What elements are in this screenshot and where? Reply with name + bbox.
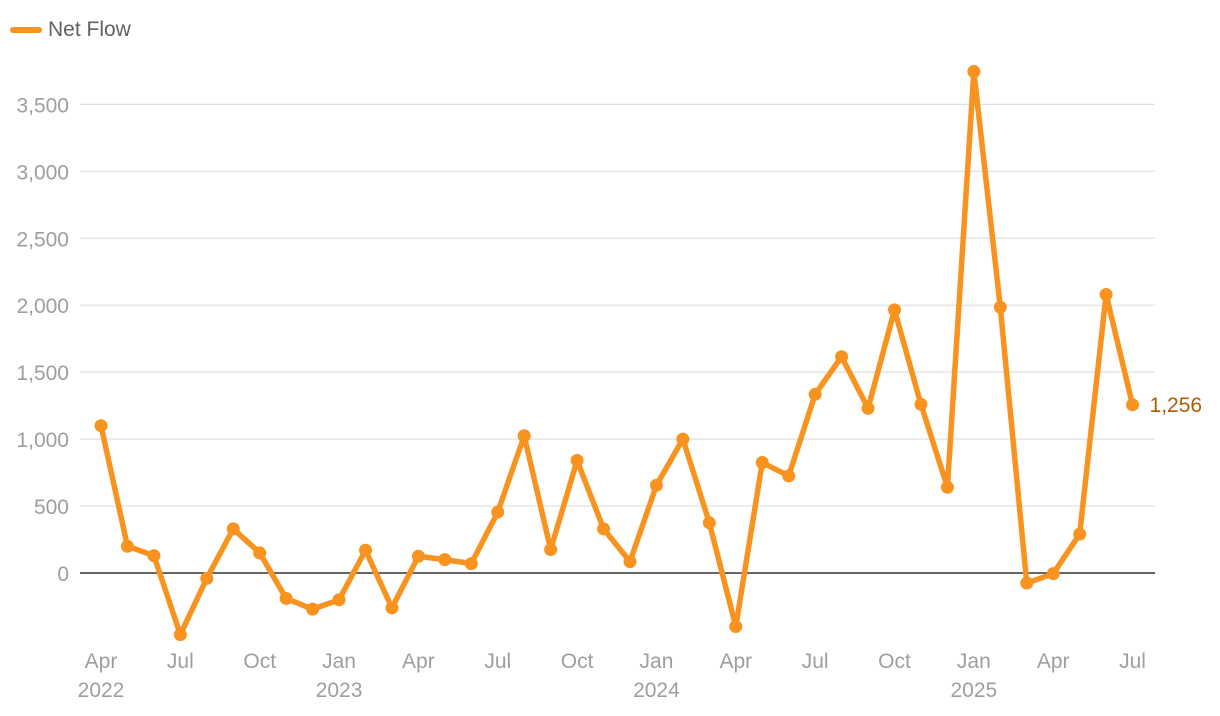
data-point[interactable] [1099, 287, 1113, 301]
data-point[interactable] [1073, 527, 1087, 541]
data-point[interactable] [173, 628, 187, 642]
y-tick-label: 1,500 [16, 362, 69, 385]
data-point[interactable] [729, 620, 743, 634]
data-point[interactable] [306, 602, 320, 616]
legend-label-net-flow: Net Flow [48, 18, 131, 41]
data-point[interactable] [438, 553, 452, 567]
x-tick-label: Jul [167, 650, 194, 673]
y-tick-label: 1,000 [16, 429, 69, 452]
data-point[interactable] [835, 350, 849, 364]
data-point[interactable] [888, 303, 901, 317]
data-point[interactable] [491, 505, 505, 519]
data-point[interactable] [570, 454, 584, 468]
x-tick-label: Jul [802, 650, 829, 673]
x-tick-label: Apr [85, 650, 118, 673]
series-line-net-flow [98, 68, 1136, 638]
data-point[interactable] [649, 478, 663, 492]
end-value-label: 1,256 [1150, 394, 1203, 417]
y-tick-label: 500 [34, 496, 69, 519]
data-point[interactable] [332, 593, 346, 607]
y-tick-label: 3,500 [16, 94, 69, 117]
x-tick-year-label: 2025 [950, 679, 997, 702]
data-point[interactable] [279, 591, 293, 605]
x-tick-label: Apr [1037, 650, 1070, 673]
x-tick-label: Jan [322, 650, 356, 673]
x-tick-year-label: 2024 [633, 679, 680, 702]
x-tick-label: Jan [957, 650, 991, 673]
data-point[interactable] [120, 539, 134, 553]
y-tick-label: 2,500 [16, 228, 69, 251]
y-tick-label: 0 [57, 563, 69, 586]
y-tick-label: 2,000 [16, 295, 69, 318]
x-tick-label: Apr [402, 650, 435, 673]
data-point[interactable] [1046, 567, 1060, 581]
data-point[interactable] [517, 429, 531, 443]
legend: Net Flow [10, 17, 131, 43]
data-point[interactable] [676, 432, 690, 446]
data-point[interactable] [147, 549, 161, 563]
data-point[interactable] [1020, 576, 1034, 590]
data-point[interactable] [544, 543, 558, 557]
data-point[interactable] [411, 549, 425, 563]
x-tick-label: Jul [1119, 650, 1146, 673]
data-point[interactable] [226, 522, 240, 536]
data-point[interactable] [359, 543, 372, 557]
y-tick-label: 3,000 [16, 161, 69, 184]
data-point[interactable] [464, 557, 478, 571]
x-tick-label: Apr [719, 650, 752, 673]
data-point[interactable] [940, 480, 954, 494]
data-point[interactable] [702, 516, 716, 530]
data-point[interactable] [200, 571, 214, 585]
x-tick-year-label: 2023 [316, 679, 363, 702]
data-point[interactable] [993, 300, 1007, 314]
data-point[interactable] [597, 522, 611, 536]
data-point[interactable] [253, 546, 267, 560]
x-tick-year-label: 2022 [78, 679, 125, 702]
data-point[interactable] [782, 469, 796, 483]
data-point[interactable] [861, 401, 875, 415]
x-tick-label: Oct [561, 650, 594, 673]
x-tick-label: Oct [243, 650, 276, 673]
x-tick-label: Oct [878, 650, 911, 673]
data-point[interactable] [967, 65, 981, 79]
data-point[interactable] [914, 397, 928, 411]
data-point[interactable] [385, 601, 399, 615]
legend-swatch [10, 27, 42, 33]
data-point[interactable] [1126, 398, 1140, 412]
data-point[interactable] [808, 387, 822, 401]
x-tick-label: Jan [640, 650, 674, 673]
data-point[interactable] [623, 555, 637, 569]
x-tick-label: Jul [484, 650, 511, 673]
data-point[interactable] [94, 419, 108, 433]
data-point[interactable] [755, 456, 769, 470]
